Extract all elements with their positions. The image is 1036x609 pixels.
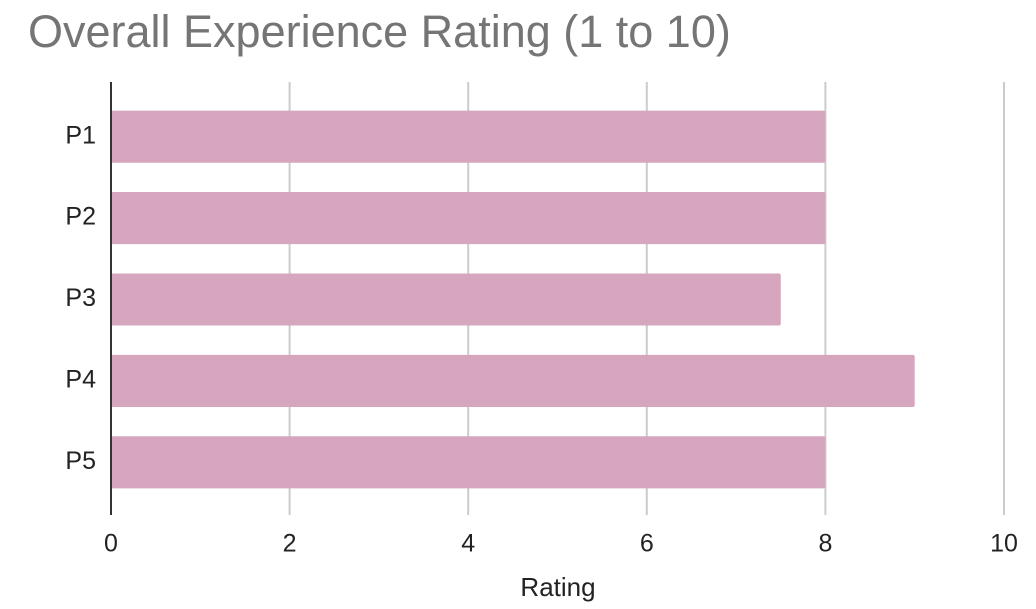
y-tick-label: P3 — [65, 284, 96, 312]
y-tick-label: P2 — [65, 203, 96, 231]
x-tick-label: 6 — [640, 530, 654, 558]
bar — [111, 354, 915, 407]
chart-title: Overall Experience Rating (1 to 10) — [28, 6, 731, 57]
y-tick-label: P4 — [65, 366, 96, 394]
bar — [111, 273, 781, 326]
y-tick-label: P5 — [65, 447, 96, 475]
x-tick-label: 4 — [461, 530, 475, 558]
bar — [111, 436, 826, 489]
y-tick-label: P1 — [65, 121, 96, 149]
x-tick-label: 2 — [283, 530, 297, 558]
x-tick-label: 0 — [104, 530, 118, 558]
x-axis-label: Rating — [520, 572, 595, 602]
bar — [111, 110, 826, 163]
bar — [111, 192, 826, 245]
x-tick-label: 8 — [818, 530, 832, 558]
x-tick-label: 10 — [990, 530, 1018, 558]
